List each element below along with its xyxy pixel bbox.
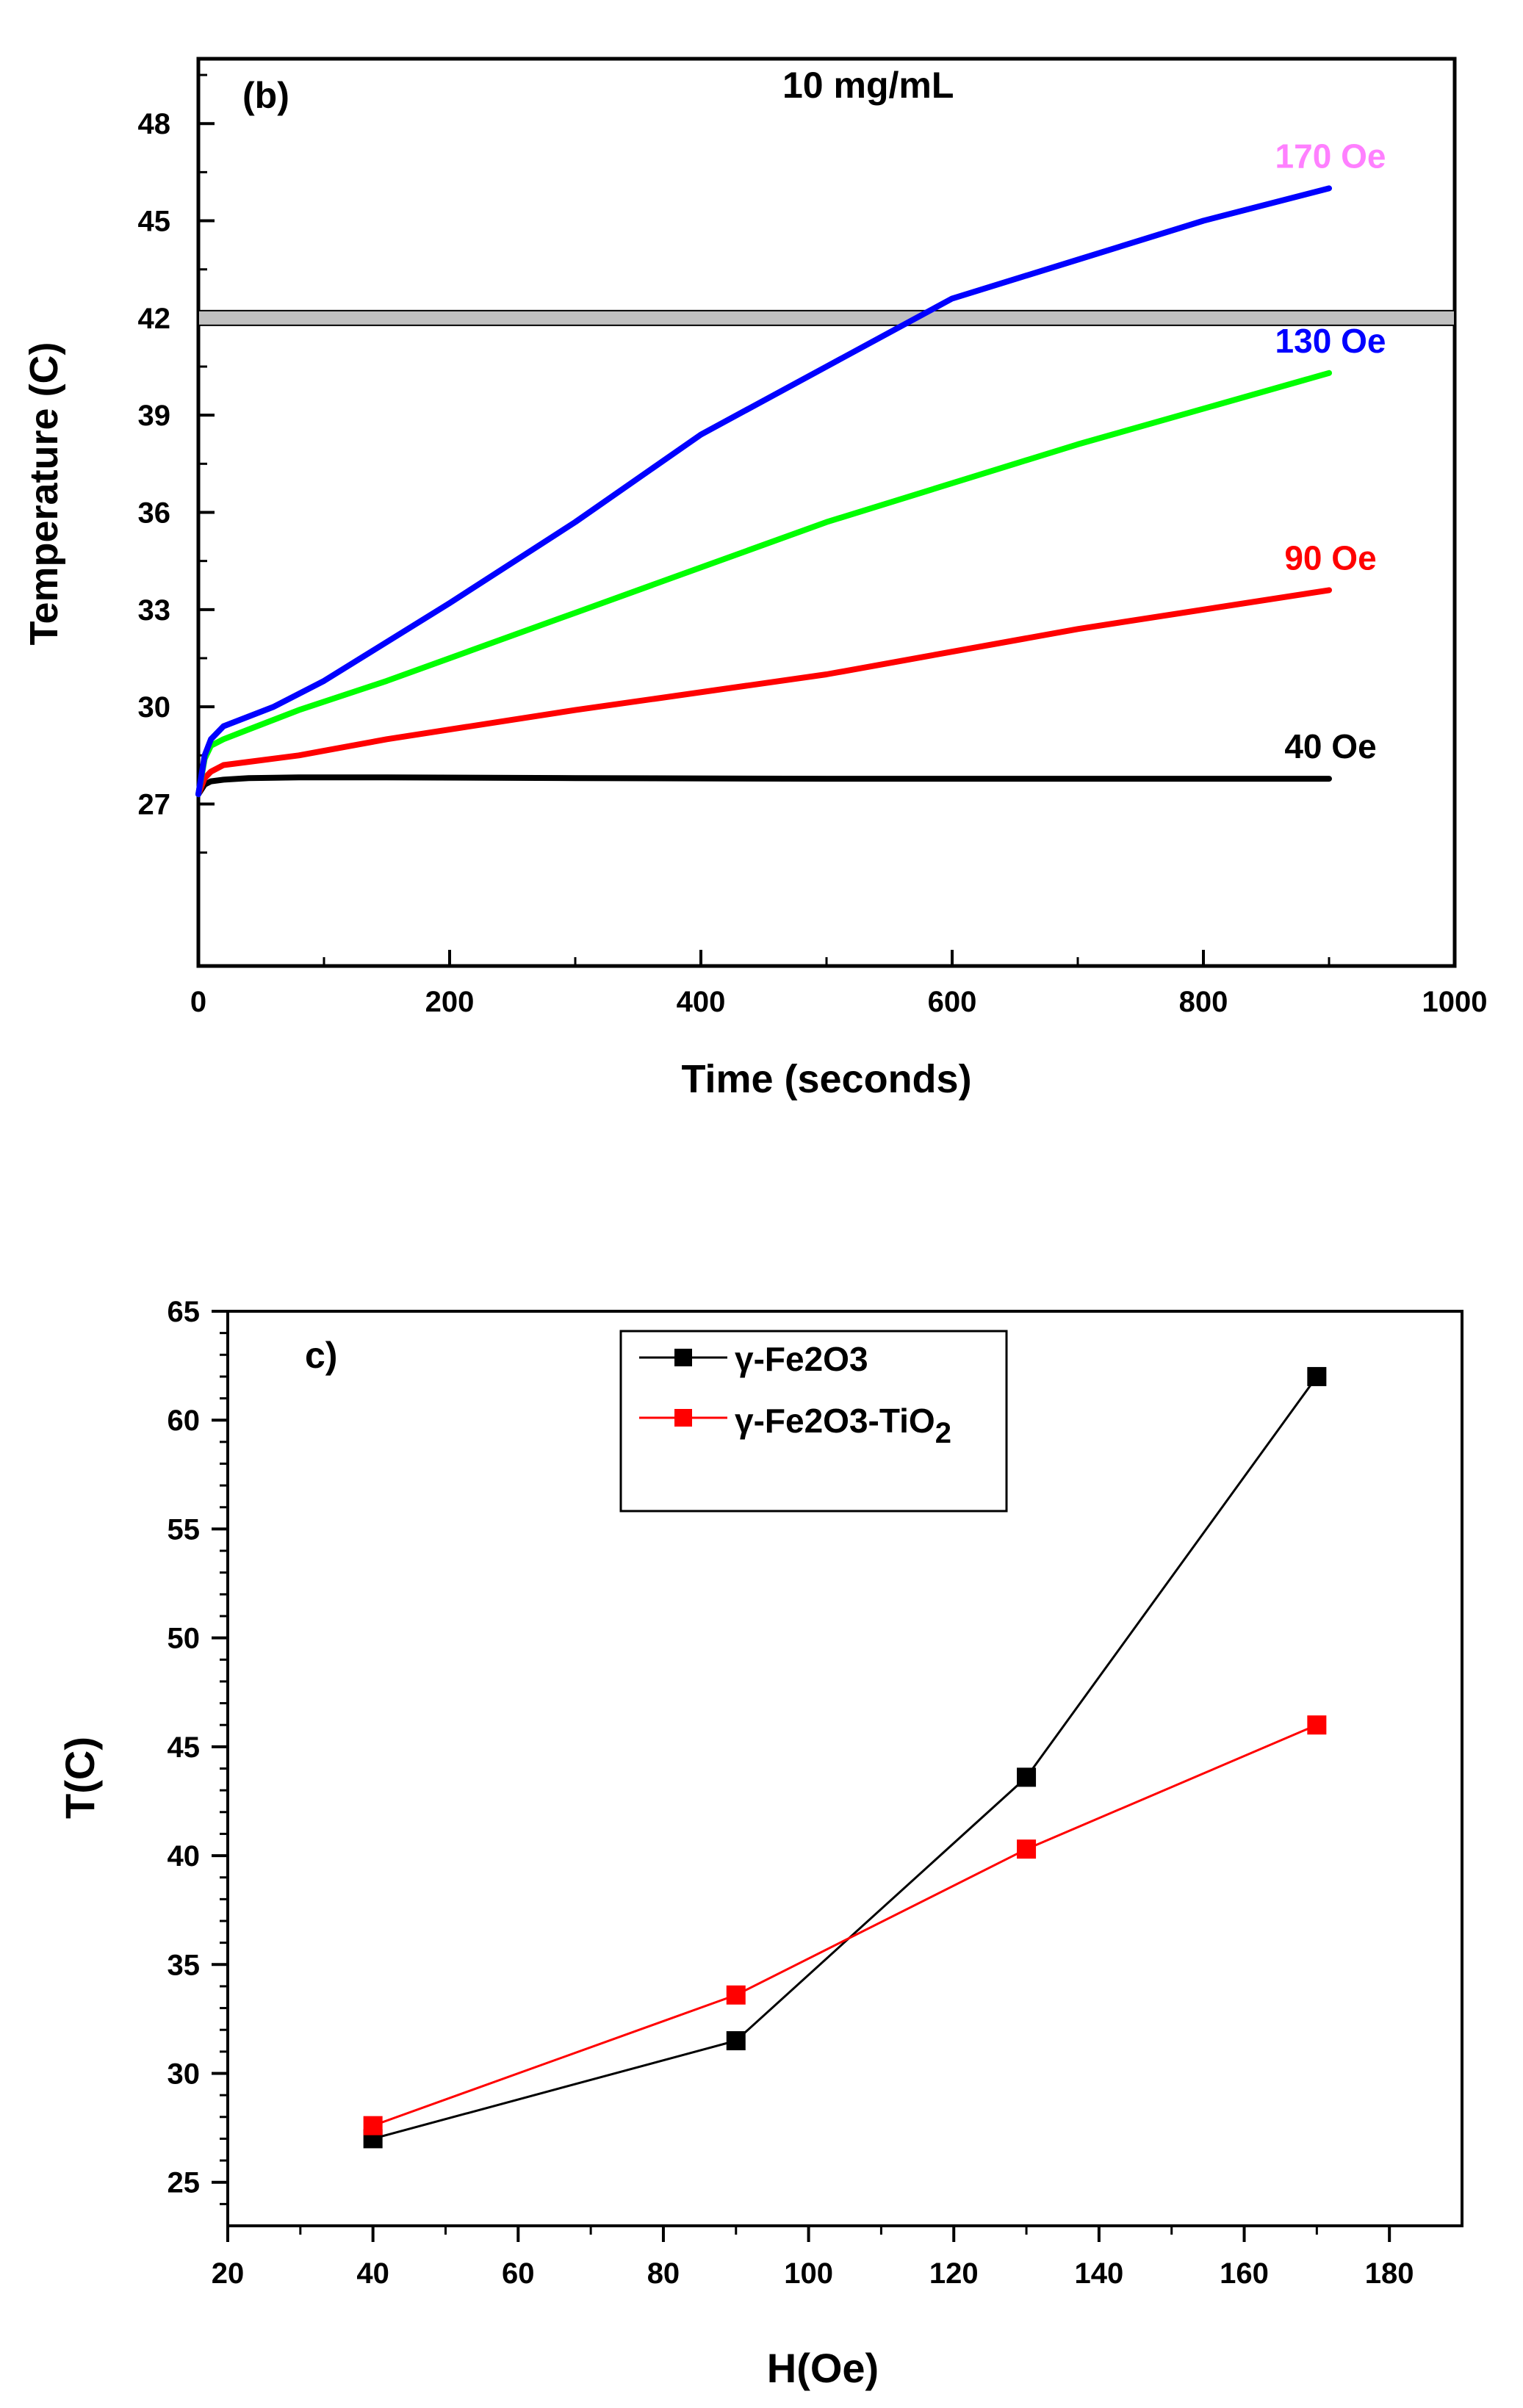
legend-label-fe2o3-tio2: γ-Fe2O3-TiO2 xyxy=(735,1402,951,1449)
chart-b-y-axis: 27 30 33 36 39 42 45 48 xyxy=(138,73,215,854)
data-point-fe2o3 xyxy=(1017,1767,1037,1787)
data-point-fe2o3-tio2 xyxy=(726,1985,746,2005)
chart-c-y-tick-label: 50 xyxy=(168,1623,201,1655)
chart-b-y-tick-label: 48 xyxy=(138,108,171,140)
chart-c-y-tick-label: 35 xyxy=(168,1949,201,1981)
legend-marker-fe2o3 xyxy=(674,1349,692,1366)
chart-b-y-tick-label: 27 xyxy=(138,788,171,821)
data-point-fe2o3-tio2 xyxy=(1307,1715,1327,1735)
chart-c: 20 40 60 80 100 120 140 160 180 25 30 35 40 45 50 55 60… xyxy=(57,1296,1463,2391)
series-line-130-oe xyxy=(195,370,1332,798)
chart-b-y-label: Temperature (C) xyxy=(22,342,66,645)
chart-c-legend: γ-Fe2O3 γ-Fe2O3-TiO2 xyxy=(619,1330,1008,1513)
chart-c-y-tick-label: 55 xyxy=(168,1513,201,1546)
chart-b-x-tick-label: 400 xyxy=(677,986,726,1018)
chart-c-y-tick-label: 25 xyxy=(168,2167,201,2199)
chart-b-y-tick-label: 30 xyxy=(138,691,171,724)
chart-c-series xyxy=(363,1366,1327,2149)
chart-b-y-tick-label: 45 xyxy=(138,206,171,238)
legend-label-fe2o3: γ-Fe2O3 xyxy=(735,1340,868,1378)
chart-b-x-tick-label: 1000 xyxy=(1422,986,1488,1018)
chart-c-x-tick-label: 120 xyxy=(929,2257,979,2290)
series-line-fe2o3 xyxy=(372,1376,1318,2140)
chart-c-x-tick-label: 140 xyxy=(1075,2257,1124,2290)
chart-c-y-tick-label: 30 xyxy=(168,2058,201,2091)
chart-c-x-tick-label: 80 xyxy=(647,2257,680,2290)
chart-c-x-tick-label: 100 xyxy=(784,2257,833,2290)
chart-c-y-tick-label: 65 xyxy=(168,1296,201,1328)
chart-b-series xyxy=(195,185,1332,798)
chart-c-x-label: H(Oe) xyxy=(767,2345,879,2391)
chart-c-x-axis: 20 40 60 80 100 120 140 160 180 xyxy=(212,2226,1414,2290)
chart-c-panel-label: c) xyxy=(305,1335,337,1376)
data-point-fe2o3-tio2 xyxy=(363,2116,383,2135)
chart-b-y-tick-label: 33 xyxy=(138,594,171,627)
series-line-fe2o3-tio2 xyxy=(372,1723,1317,2127)
series-line-40-oe xyxy=(195,774,1332,798)
chart-b-y-tick-label: 42 xyxy=(138,303,171,335)
series-label-40-oe: 40 Oe xyxy=(1284,727,1376,765)
series-line-90-oe xyxy=(195,587,1332,798)
legend-entry-fe2o3: γ-Fe2O3 xyxy=(639,1340,868,1378)
chart-b-x-tick-label: 0 xyxy=(190,986,206,1018)
chart-c-x-tick-label: 20 xyxy=(212,2257,245,2290)
chart-c-x-tick-label: 180 xyxy=(1365,2257,1414,2290)
chart-b-reference-band xyxy=(198,309,1455,326)
chart-c-y-tick-label: 40 xyxy=(168,1840,201,1872)
chart-c-x-tick-label: 40 xyxy=(356,2257,389,2290)
legend-entry-fe2o3-tio2: γ-Fe2O3-TiO2 xyxy=(639,1402,951,1449)
chart-b-x-tick-label: 800 xyxy=(1179,986,1228,1018)
legend-marker-fe2o3-tio2 xyxy=(674,1409,692,1427)
chart-b-panel-label: (b) xyxy=(242,75,289,116)
chart-c-y-tick-label: 60 xyxy=(168,1405,201,1437)
chart-b: 0 200 400 600 800 1000 27 30 33 36 39 42 45 48 40 Oe… xyxy=(22,57,1488,1101)
series-label-90-oe: 90 Oe xyxy=(1284,538,1376,577)
series-label-170-oe: 170 Oe xyxy=(1275,137,1386,175)
data-point-fe2o3-tio2 xyxy=(1017,1839,1037,1859)
chart-c-y-label: T(C) xyxy=(57,1737,103,1819)
chart-b-x-axis: 0 200 400 600 800 1000 xyxy=(190,950,1488,1018)
chart-c-x-tick-label: 60 xyxy=(502,2257,535,2290)
series-line-170-oe xyxy=(195,185,1332,798)
chart-b-title: 10 mg/mL xyxy=(782,65,954,106)
legend-label-fe2o3-tio2-main: γ-Fe2O3-TiO xyxy=(735,1402,935,1440)
legend-label-fe2o3-tio2-subscript: 2 xyxy=(935,1417,951,1449)
chart-c-y-tick-label: 45 xyxy=(168,1731,201,1764)
chart-c-x-tick-label: 160 xyxy=(1220,2257,1269,2290)
chart-c-y-axis: 25 30 35 40 45 50 55 60 65 xyxy=(168,1296,228,2205)
chart-b-frame xyxy=(196,57,1457,968)
chart-b-x-label: Time (seconds) xyxy=(681,1057,971,1101)
chart-b-x-tick-label: 200 xyxy=(425,986,475,1018)
chart-b-y-tick-label: 39 xyxy=(138,400,171,432)
chart-b-y-tick-label: 36 xyxy=(138,497,171,530)
series-label-130-oe: 130 Oe xyxy=(1275,322,1386,360)
chart-b-reference-band-42 xyxy=(198,309,1455,326)
chart-b-series-labels: 40 Oe 90 Oe 130 Oe 170 Oe xyxy=(1275,137,1386,765)
data-point-fe2o3 xyxy=(1307,1366,1327,1386)
chart-b-x-tick-label: 600 xyxy=(928,986,977,1018)
data-point-fe2o3 xyxy=(726,2031,746,2051)
